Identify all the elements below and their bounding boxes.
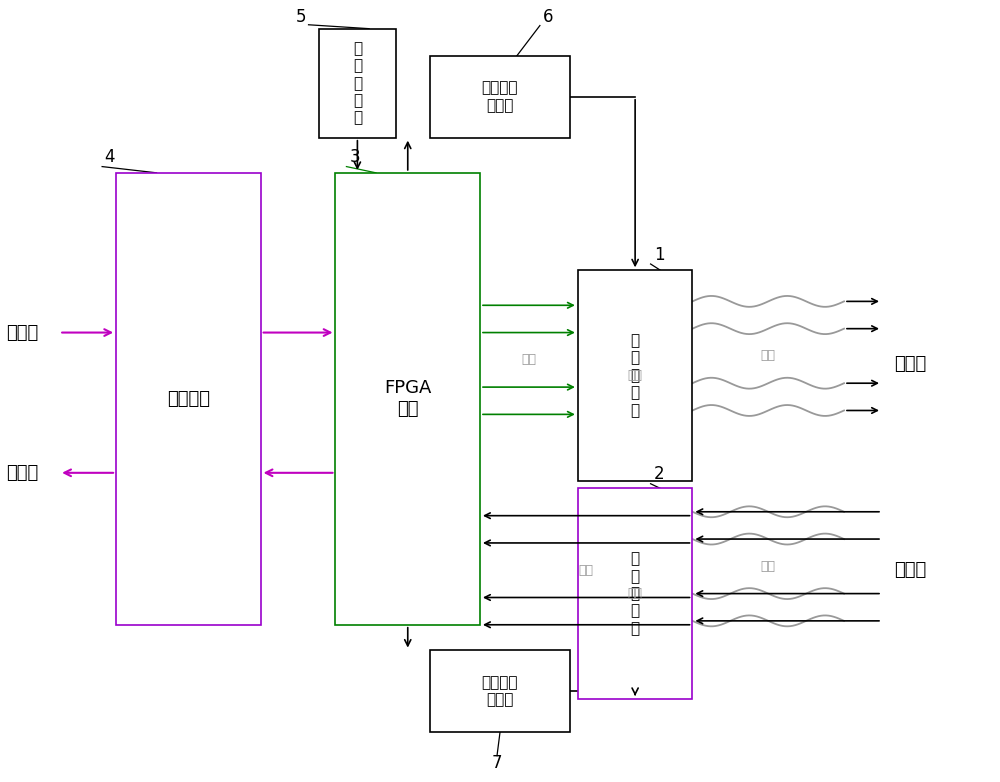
FancyBboxPatch shape bbox=[430, 651, 570, 732]
Text: 光信号: 光信号 bbox=[894, 561, 926, 579]
FancyBboxPatch shape bbox=[578, 271, 692, 481]
Text: ／／: ／／ bbox=[761, 560, 776, 573]
Text: 电信号: 电信号 bbox=[6, 324, 39, 342]
Text: 5: 5 bbox=[295, 8, 306, 26]
Text: FPGA
芯片: FPGA 芯片 bbox=[384, 379, 431, 418]
Text: ／／: ／／ bbox=[628, 369, 643, 382]
Text: 6: 6 bbox=[543, 8, 553, 26]
Text: ／／: ／／ bbox=[521, 353, 536, 366]
Text: 1: 1 bbox=[654, 246, 665, 264]
Text: ／／: ／／ bbox=[579, 564, 594, 576]
Text: ／／: ／／ bbox=[761, 350, 776, 362]
Text: 4: 4 bbox=[104, 149, 114, 167]
FancyBboxPatch shape bbox=[335, 173, 480, 625]
Text: 光
发
射
组
件: 光 发 射 组 件 bbox=[631, 333, 640, 418]
FancyBboxPatch shape bbox=[319, 29, 396, 138]
FancyBboxPatch shape bbox=[578, 489, 692, 699]
Text: 2: 2 bbox=[654, 465, 665, 483]
FancyBboxPatch shape bbox=[430, 56, 570, 138]
Text: 光接收驱
动电路: 光接收驱 动电路 bbox=[482, 675, 518, 708]
Text: 温
度
传
感
器: 温 度 传 感 器 bbox=[353, 41, 362, 125]
Text: 光信号: 光信号 bbox=[894, 355, 926, 373]
Text: 7: 7 bbox=[492, 755, 502, 773]
Text: 编译码器: 编译码器 bbox=[167, 389, 210, 407]
Text: ／／: ／／ bbox=[628, 587, 643, 600]
FancyBboxPatch shape bbox=[116, 173, 261, 625]
Text: 电信号: 电信号 bbox=[6, 464, 39, 482]
Text: 光发射驱
动电路: 光发射驱 动电路 bbox=[482, 81, 518, 113]
Text: 光
接
收
组
件: 光 接 收 组 件 bbox=[631, 551, 640, 636]
Text: 3: 3 bbox=[350, 149, 361, 167]
